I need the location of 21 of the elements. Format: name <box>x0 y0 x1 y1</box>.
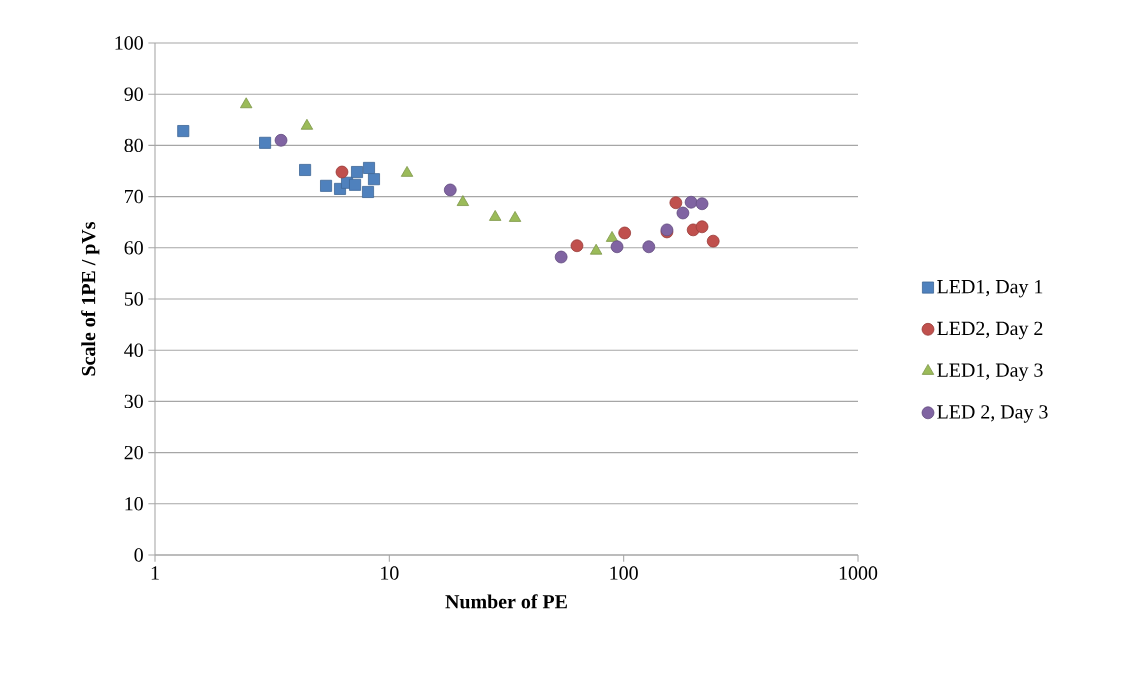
legend-label: LED1, Day 1 <box>937 280 1043 298</box>
y-axis-title: Scale of 1PE / pVs <box>81 221 100 376</box>
x-tick-label: 1 <box>151 566 159 580</box>
y-tick-label: 10 <box>125 497 143 511</box>
y-tick-label: 30 <box>124 394 143 409</box>
y-tick-label: 80 <box>124 138 143 153</box>
legend-label: LED2, Day 2 <box>937 321 1043 340</box>
y-tick-label: 20 <box>124 445 143 460</box>
x-tick-label: 10 <box>381 566 399 580</box>
y-tick-label: 40 <box>124 343 143 357</box>
y-tick-label: 60 <box>124 241 143 255</box>
legend-label: LED1, Day 3 <box>937 363 1043 381</box>
y-tick-label: 100 <box>115 36 143 50</box>
y-tick-label: 70 <box>125 189 143 204</box>
x-axis-title: Number of PE <box>445 594 567 609</box>
x-tick-label: 1000 <box>839 566 878 580</box>
y-tick-label: 50 <box>124 292 143 306</box>
y-tick-label: 0 <box>134 548 143 562</box>
y-tick-label: 90 <box>124 87 143 101</box>
x-tick-label: 100 <box>610 566 638 580</box>
legend-label: LED 2, Day 3 <box>937 405 1048 423</box>
